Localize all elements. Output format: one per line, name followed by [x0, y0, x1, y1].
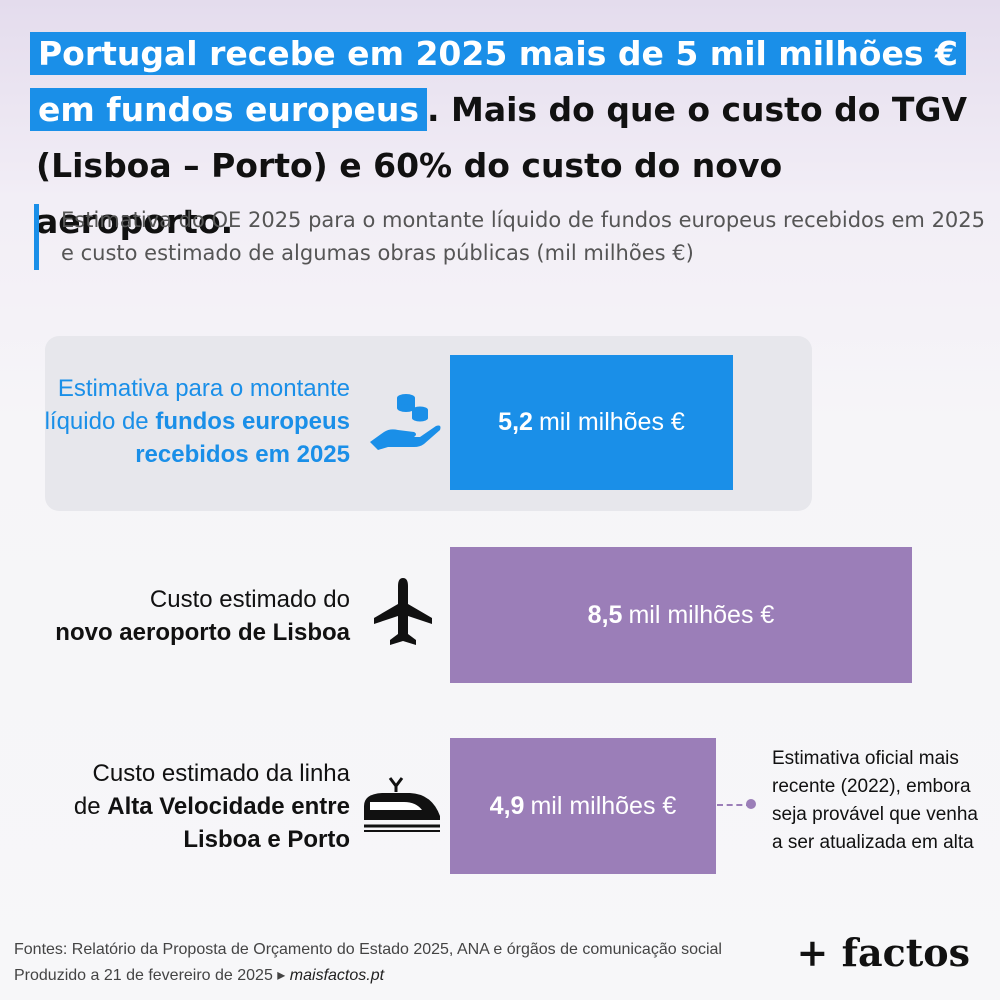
footer: Fontes: Relatório da Proposta de Orçamen…: [14, 937, 722, 989]
bar-high-speed: 4,9 mil milhões €: [450, 738, 716, 874]
chart-subtitle: Estimativa do OE 2025 para o montante lí…: [34, 204, 1000, 270]
brand-logo: + factos: [796, 930, 970, 975]
footer-sources: Fontes: Relatório da Proposta de Orçamen…: [14, 941, 722, 958]
row-label-airport-plain: Custo estimado do: [149, 586, 350, 613]
coins-hand-icon: [370, 394, 441, 450]
bar-airport-unit: mil milhões €: [628, 600, 775, 629]
row-label-high-speed-bold2: Lisboa e Porto: [183, 826, 350, 853]
bar-airport: 8,5 mil milhões €: [450, 547, 912, 683]
bar-eu-funds-value: 5,2: [498, 408, 533, 436]
bar-high-speed-value: 4,9: [489, 791, 525, 820]
annotation-connector: [717, 804, 752, 806]
row-label-eu-funds: Estimativa para o montante líquido de fu…: [0, 372, 350, 471]
title-line3: (Lisboa – Porto) e 60% do custo do novo …: [36, 146, 783, 241]
row-label-eu-funds-plain: Estimativa para o montante líquido de: [44, 375, 350, 435]
bar-airport-value: 8,5: [587, 600, 623, 629]
row-label-high-speed-plain1: Custo estimado da linha: [92, 760, 350, 787]
row-label-eu-funds-bold: fundos europeus recebidos em 2025: [135, 408, 350, 468]
title-line2-rest: . Mais do que o custo do TGV: [426, 90, 968, 129]
bar-eu-funds-unit: mil milhões €: [538, 408, 685, 436]
title-line2-highlight: em fundos europeus: [30, 88, 427, 131]
row-label-airport: Custo estimado do novo aeroporto de Lisb…: [55, 583, 350, 649]
row-label-high-speed: Custo estimado da linha de Alta Velocida…: [74, 757, 350, 856]
annotation-note: Estimativa oficial mais recente (2022), …: [772, 748, 978, 853]
footer-produced: Produzido a 21 de fevereiro de 2025 ▸: [14, 967, 290, 984]
airplane-icon: [374, 578, 432, 645]
chart-title: Portugal recebe em 2025 mais de 5 mil mi…: [30, 26, 976, 250]
row-label-high-speed-plain2: de: [73, 793, 108, 820]
high-speed-train-icon: [364, 777, 440, 832]
footer-site-link[interactable]: maisfactos.pt: [289, 967, 385, 984]
row-label-airport-bold: novo aeroporto de Lisboa: [55, 619, 350, 646]
bar-high-speed-unit: mil milhões €: [530, 791, 677, 820]
row-label-high-speed-bold1: Alta Velocidade entre: [107, 793, 350, 820]
title-line1: Portugal recebe em 2025 mais de 5 mil mi…: [30, 32, 966, 75]
annotation-dot: [746, 799, 756, 809]
bar-eu-funds: 5,2 mil milhões €: [450, 355, 733, 490]
